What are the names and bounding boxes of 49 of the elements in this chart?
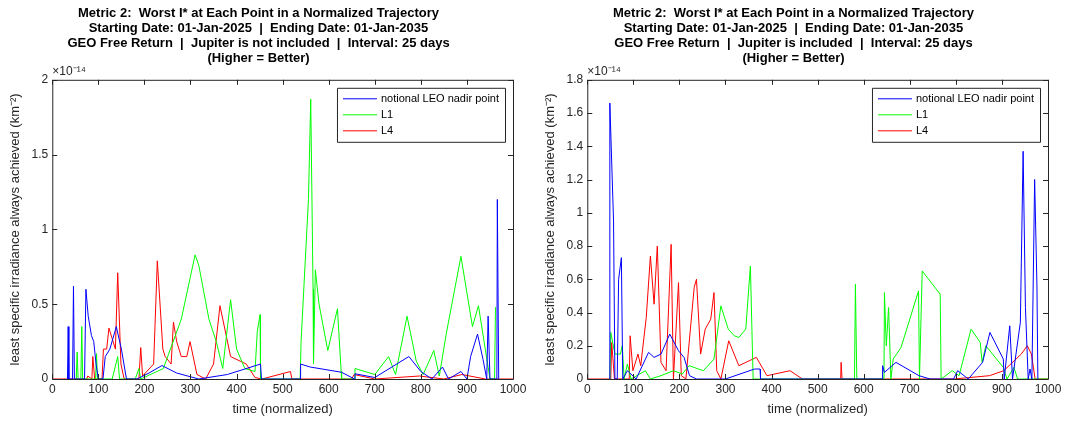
x-tick-label: 700 <box>364 381 386 396</box>
x-tick-label: 500 <box>807 381 828 396</box>
chart-title: Metric 2: Worst I* at Each Point in a Normalized Trajectory Starting Date: 01-Jan-2025 | Ending Date: 01-Jan-2035 GEO Free Return | Jupiter is not included | Interval: 25 days (Higher = Better) <box>67 5 450 65</box>
x-tick-label: 200 <box>669 381 690 396</box>
y-tick-label: 1.2 <box>566 171 584 186</box>
x-tick-label: 600 <box>853 381 875 396</box>
y-tick-label: 1.6 <box>566 105 584 120</box>
x-tick-label: 700 <box>899 381 921 396</box>
y-axis-title: least specific irradiance always achieved (km⁻²) <box>7 93 23 366</box>
x-tick-label: 900 <box>991 381 1013 396</box>
x-tick-label: 300 <box>180 381 201 396</box>
y-tick-label: 1.5 <box>31 146 49 161</box>
y-tick-label: 2 <box>41 72 49 87</box>
y-tick-label: 0.6 <box>566 271 584 286</box>
y-tick-label: 0.8 <box>566 238 584 253</box>
x-tick-label: 400 <box>226 381 247 396</box>
x-axis-title: time (normalized) <box>767 400 868 416</box>
y-tick-label: 1 <box>576 205 584 220</box>
chart-title: Metric 2: Worst I* at Each Point in a Normalized Trajectory Starting Date: 01-Jan-2025 | Ending Date: 01-Jan-2035 GEO Free Return | Jupiter is included | Interval: 25 days (Higher = Better) <box>613 5 975 65</box>
x-tick-label: 900 <box>456 381 478 396</box>
x-tick-label: 1000 <box>499 381 527 396</box>
y-tick-label: 0.2 <box>566 338 584 353</box>
y-tick-label: 0.5 <box>31 296 49 311</box>
legend-label: L4 <box>380 123 394 136</box>
legend-label: L4 <box>915 123 929 136</box>
x-tick-label: 400 <box>761 381 782 396</box>
x-axis-title: time (normalized) <box>232 400 333 416</box>
legend-label: L1 <box>380 107 394 120</box>
y-tick-label: 1 <box>41 221 49 236</box>
x-tick-label: 600 <box>318 381 340 396</box>
y-tick-label: 0 <box>576 371 584 386</box>
x-tick-label: 100 <box>623 381 644 396</box>
legend-label: notional LEO nadir point <box>915 91 1035 104</box>
legend-label: notional LEO nadir point <box>380 91 500 104</box>
y-tick-label: 0 <box>41 371 49 386</box>
y-tick-label: 1.8 <box>566 72 584 87</box>
y-axis-title: least specific irradiance always achieved (km⁻²) <box>542 93 558 366</box>
x-tick-label: 800 <box>945 381 967 396</box>
x-tick-label: 100 <box>88 381 109 396</box>
x-tick-label: 200 <box>134 381 155 396</box>
x-tick-label: 800 <box>410 381 432 396</box>
x-tick-label: 500 <box>272 381 293 396</box>
y-tick-label: 1.4 <box>566 138 584 153</box>
legend-label: L1 <box>915 107 929 120</box>
x-tick-label: 300 <box>715 381 736 396</box>
x-tick-label: 1000 <box>1034 381 1062 396</box>
y-tick-label: 0.4 <box>566 304 584 319</box>
text: ×10⁻¹⁴ <box>52 64 86 79</box>
text: ×10⁻¹⁴ <box>587 64 621 79</box>
